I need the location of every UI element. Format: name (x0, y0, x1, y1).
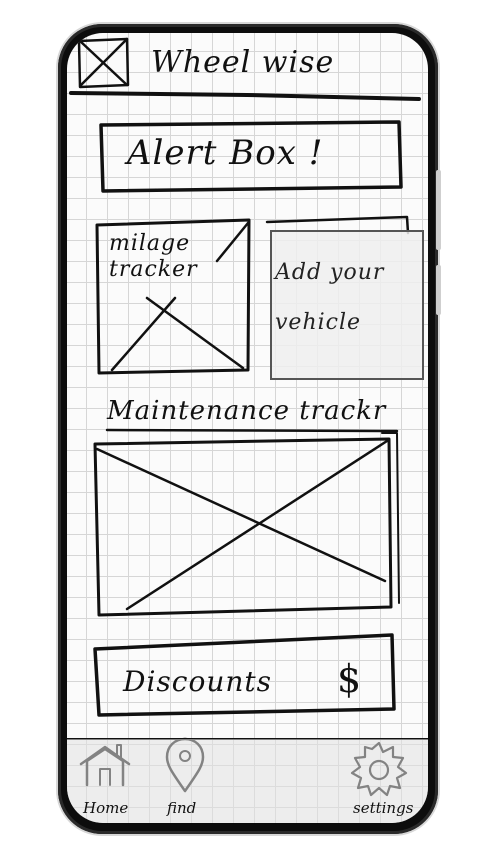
mileage-card-outline (95, 218, 251, 375)
tab-find-label: find (167, 799, 197, 817)
alert-box-label: Alert Box ! (127, 133, 324, 173)
app-title: Wheel wise (151, 45, 335, 80)
alert-box-outline (99, 120, 403, 193)
discounts-label: Discounts (123, 665, 272, 698)
add-vehicle-label: Add your vehicle (275, 260, 385, 335)
maintenance-box-outline (93, 432, 400, 617)
header-underline (69, 91, 421, 101)
logo-placeholder-icon (77, 37, 130, 89)
phone-volume-button (436, 170, 441, 250)
app-logo (79, 39, 129, 89)
maintenance-tracker-panel[interactable] (95, 439, 391, 615)
bottom-tab-bar (67, 739, 428, 823)
tab-home-label: Home (83, 799, 129, 817)
screen: Wheel wise Alert Box ! milage tracker Ad… (67, 33, 428, 823)
maintenance-tracker-heading: Maintenance trackr (107, 396, 387, 426)
dollar-icon: $ (337, 657, 363, 701)
discounts-box-outline (93, 633, 396, 717)
phone-power-button (436, 265, 441, 315)
add-vehicle-card[interactable] (270, 230, 424, 380)
tab-settings-label: settings (353, 799, 414, 817)
mileage-tracker-label: milage tracker (109, 231, 198, 282)
